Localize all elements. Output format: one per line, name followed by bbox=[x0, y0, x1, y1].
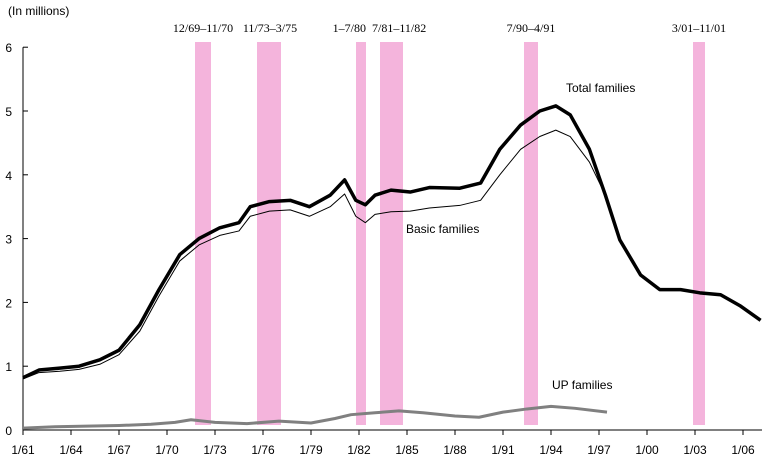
recession-label: 3/01–11/01 bbox=[672, 21, 726, 35]
series-label-up: UP families bbox=[552, 378, 612, 392]
series-label-basic: Basic families bbox=[406, 222, 479, 236]
x-tick-label: 1/91 bbox=[491, 443, 515, 457]
x-tick-label: 1/76 bbox=[251, 443, 275, 457]
x-tick-label: 1/88 bbox=[443, 443, 467, 457]
x-tick-label: 1/64 bbox=[59, 443, 83, 457]
x-tick-label: 1/79 bbox=[299, 443, 323, 457]
recession-bar bbox=[524, 42, 538, 425]
series-line-total bbox=[22, 104, 762, 380]
x-tick-label: 1/00 bbox=[635, 443, 659, 457]
recession-label: 1–7/80 bbox=[333, 21, 366, 35]
y-tick-label: 3 bbox=[5, 233, 12, 247]
y-tick-label: 2 bbox=[5, 296, 12, 310]
x-tick-label: 1/67 bbox=[107, 443, 131, 457]
series-line-basic bbox=[22, 129, 606, 380]
x-tick-label: 1/70 bbox=[155, 443, 179, 457]
recession-bar bbox=[356, 42, 366, 425]
recession-label: 7/90–4/91 bbox=[507, 21, 556, 35]
x-tick-label: 1/82 bbox=[347, 443, 371, 457]
x-tick-label: 1/06 bbox=[731, 443, 755, 457]
y-tick-label: 4 bbox=[5, 169, 12, 183]
x-tick-label: 1/03 bbox=[683, 443, 707, 457]
series-line-up bbox=[22, 404, 608, 430]
recession-bar bbox=[693, 42, 705, 425]
y-tick-label: 0 bbox=[5, 424, 12, 438]
y-tick-label: 5 bbox=[5, 105, 12, 119]
recession-bar bbox=[195, 42, 211, 425]
y-tick-label: 1 bbox=[5, 360, 12, 374]
recession-bar bbox=[257, 42, 281, 425]
x-tick-label: 1/85 bbox=[395, 443, 419, 457]
y-tick-label: 6 bbox=[5, 41, 12, 55]
x-tick-label: 1/97 bbox=[587, 443, 611, 457]
recession-bar bbox=[380, 42, 403, 425]
recession-label: 7/81–11/82 bbox=[372, 21, 426, 35]
y-axis-label: (In millions) bbox=[8, 4, 69, 18]
recession-label: 12/69–11/70 bbox=[173, 21, 233, 35]
x-tick-label: 1/94 bbox=[539, 443, 563, 457]
series-label-total: Total families bbox=[566, 81, 635, 95]
recession-label: 11/73–3/75 bbox=[243, 21, 297, 35]
x-tick-label: 1/73 bbox=[203, 443, 227, 457]
x-tick-label: 1/61 bbox=[11, 443, 35, 457]
